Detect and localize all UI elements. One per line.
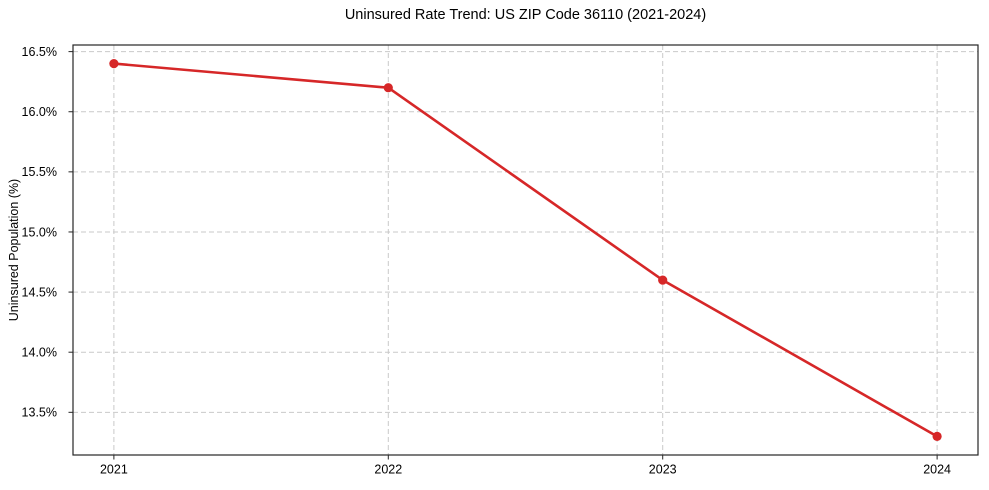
y-tick-label: 16.5% (22, 45, 57, 59)
y-tick-label: 15.0% (22, 225, 57, 239)
data-point-2021 (109, 59, 119, 69)
plot-border (72, 44, 979, 456)
y-tick-label: 13.5% (22, 406, 57, 420)
x-tick-label: 2023 (649, 463, 677, 477)
y-axis-label: Uninsured Population (%) (7, 179, 21, 321)
y-tick-label: 14.0% (22, 346, 57, 360)
trend-line (112, 62, 939, 438)
y-tick-label: 14.5% (22, 285, 57, 299)
y-tick-label: 16.0% (22, 105, 57, 119)
y-tick-label: 15.5% (22, 165, 57, 179)
data-point-2024 (932, 431, 942, 441)
x-tick-label: 2022 (374, 463, 402, 477)
x-tick-label: 2024 (923, 463, 951, 477)
data-point-2023 (658, 275, 668, 285)
chart-title: Uninsured Rate Trend: US ZIP Code 36110 … (344, 7, 707, 23)
data-point-2022 (383, 83, 393, 93)
x-tick-label: 2021 (100, 463, 128, 477)
